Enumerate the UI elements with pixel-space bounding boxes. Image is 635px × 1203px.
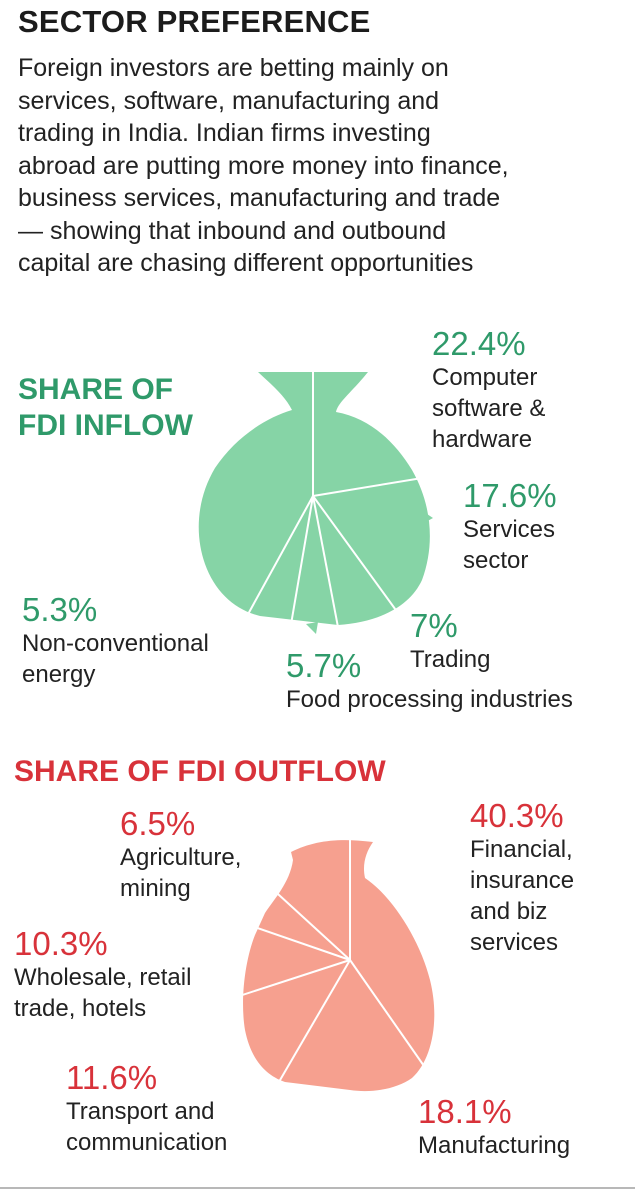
slice-label: services xyxy=(470,929,559,956)
outflow-label-agriculture: 6.5% Agriculture, mining xyxy=(120,806,241,904)
slice-label: trade, hotels xyxy=(14,995,147,1022)
outflow-label-financial: 40.3% Financial, insurance and biz servi… xyxy=(470,798,574,958)
slice-divider xyxy=(312,472,452,497)
outflow-label-transport: 11.6% Transport and communication xyxy=(66,1060,227,1158)
slice-divider xyxy=(207,959,351,1008)
intro-text: Foreign investors are betting mainly on … xyxy=(18,52,628,280)
outflow-label-manufacturing: 18.1% Manufacturing xyxy=(418,1094,570,1161)
slice-percent: 22.4% xyxy=(432,325,526,362)
outflow-bag-shape xyxy=(243,840,435,1092)
inflow-label-energy: 5.3% Non-conventional energy xyxy=(22,592,209,690)
slice-percent: 5.7% xyxy=(286,647,362,684)
outflow-slice-dividers xyxy=(207,810,437,1091)
slice-percent: 5.3% xyxy=(22,591,98,628)
slice-label: Computer xyxy=(432,364,538,391)
slice-label: and biz xyxy=(470,898,548,925)
outflow-heading: SHARE OF FDI OUTFLOW xyxy=(14,754,386,790)
intro-line: services, software, manufacturing and xyxy=(18,86,440,115)
slice-label: communication xyxy=(66,1129,228,1156)
slice-label: energy xyxy=(22,661,96,688)
outflow-label-wholesale: 10.3% Wholesale, retail trade, hotels xyxy=(14,926,191,1024)
inflow-label-food: 5.7% Food processing industries xyxy=(286,648,573,715)
slice-divider xyxy=(312,495,397,610)
inflow-label-trading: 7% Trading xyxy=(410,608,490,675)
slice-label: Manufacturing xyxy=(418,1132,571,1159)
slice-label: Trading xyxy=(410,646,491,673)
slice-label: mining xyxy=(120,875,191,902)
slice-percent: 10.3% xyxy=(14,925,108,962)
slice-divider xyxy=(288,495,314,635)
slice-label: Transport and xyxy=(66,1098,215,1125)
slice-divider xyxy=(207,910,351,961)
slice-divider xyxy=(244,495,314,620)
slice-label: Food processing industries xyxy=(286,686,573,713)
inflow-label-services: 17.6% Services sector xyxy=(463,478,557,576)
intro-line: abroad are putting more money into finan… xyxy=(18,151,509,180)
slice-divider xyxy=(273,959,351,1091)
slice-label: Services xyxy=(463,516,556,543)
inflow-bag-corner xyxy=(376,436,386,446)
inflow-pie xyxy=(198,356,452,635)
slice-divider xyxy=(349,959,437,1084)
inflow-heading-line: SHARE OF xyxy=(18,373,174,406)
inflow-heading-line: FDI INFLOW xyxy=(18,409,193,442)
intro-line: Foreign investors are betting mainly on xyxy=(18,54,449,82)
slice-label: Non-conventional xyxy=(22,630,209,657)
intro-line: business services, manufacturing and tra… xyxy=(18,184,501,212)
outflow-heading-line: SHARE OF FDI OUTFLOW xyxy=(14,755,386,788)
inflow-bag-corner xyxy=(306,622,318,634)
slice-label: Wholesale, retail xyxy=(14,964,192,991)
slice-percent: 17.6% xyxy=(463,477,557,514)
bottom-divider xyxy=(0,1187,635,1189)
slice-percent: 11.6% xyxy=(66,1059,158,1096)
intro-line: — showing that inbound and outbound xyxy=(18,216,447,245)
slice-label: hardware xyxy=(432,426,533,453)
outflow-pie xyxy=(207,810,437,1092)
slice-label: software & xyxy=(432,395,546,422)
intro-line: trading in India. Indian firms investing xyxy=(18,119,431,147)
inflow-slice-dividers xyxy=(244,356,452,635)
slice-divider xyxy=(238,857,351,961)
inflow-label-software: 22.4% Computer software & hardware xyxy=(432,326,545,455)
slice-label: Agriculture, xyxy=(120,844,242,871)
slice-percent: 40.3% xyxy=(470,797,564,834)
slice-percent: 18.1% xyxy=(418,1093,512,1130)
slice-percent: 6.5% xyxy=(120,805,196,842)
intro-line: capital are chasing different opportunit… xyxy=(18,249,474,277)
inflow-bag-corner xyxy=(422,512,433,524)
slice-label: insurance xyxy=(470,867,575,894)
slice-divider xyxy=(312,495,341,634)
slice-label: Financial, xyxy=(470,836,573,863)
page-title: SECTOR PREFERENCE xyxy=(18,4,371,39)
inflow-heading: SHARE OF FDI INFLOW xyxy=(18,372,193,444)
slice-percent: 7% xyxy=(410,607,458,644)
slice-label: sector xyxy=(463,547,529,574)
